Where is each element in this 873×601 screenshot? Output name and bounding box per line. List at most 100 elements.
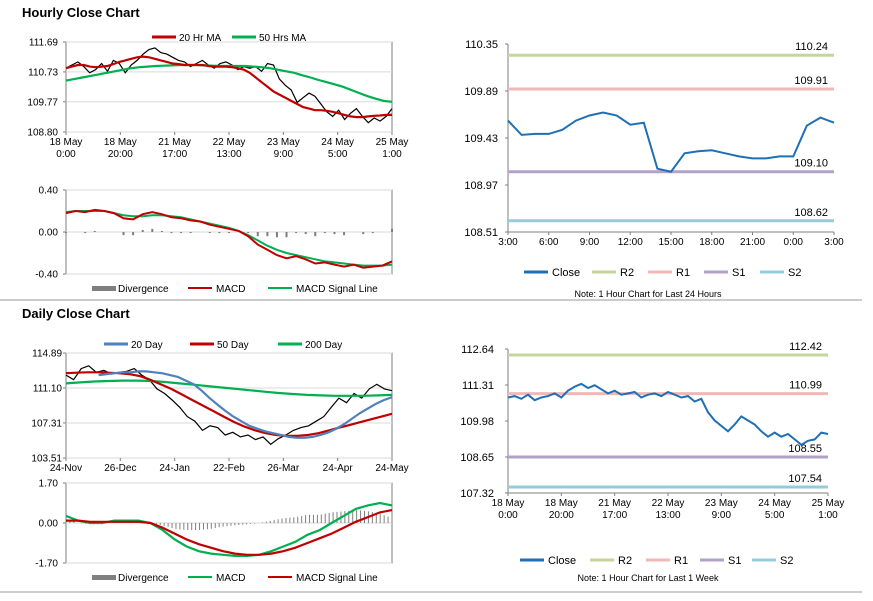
- x-tick-label: 18:00: [699, 237, 724, 248]
- y-tick-label: 108.65: [460, 452, 494, 464]
- y-tick-label: 110.73: [28, 67, 58, 78]
- macd-line: [65, 501, 393, 557]
- x-tick-label: 21 May: [598, 498, 631, 509]
- x-tick-label: 23 May: [267, 137, 300, 148]
- legend-swatch: [92, 286, 116, 291]
- x-tick-label: 18 May: [492, 498, 525, 509]
- legend-label: R1: [676, 267, 690, 279]
- legend-label: 50 Day: [217, 340, 249, 351]
- x-tick-label: 15:00: [658, 237, 683, 248]
- legend-label: S1: [728, 555, 741, 567]
- y-tick-label: -1.70: [35, 559, 58, 570]
- y-tick-label: 0.40: [39, 186, 59, 197]
- level-label-r2: 110.24: [795, 41, 828, 53]
- y-tick-label: 109.77: [27, 97, 58, 108]
- y-tick-label: 109.98: [460, 416, 494, 428]
- x-tick-label: 20:00: [108, 149, 133, 160]
- x-tick-label: 17:00: [602, 510, 627, 521]
- daily-macd-chart: -1.70 0.00 1.70 Divergence MACD MACD Signal L…: [35, 479, 393, 584]
- ma-200-line: [65, 379, 393, 397]
- level-label-r1: 109.91: [794, 75, 828, 87]
- x-tick-label: 12:00: [618, 237, 643, 248]
- close-line: [507, 111, 835, 173]
- legend-label: R2: [618, 555, 632, 567]
- x-tick-label: 3:00: [498, 237, 518, 248]
- x-tick-label: 24-Nov: [50, 463, 82, 474]
- y-tick-label: 110.35: [465, 39, 498, 51]
- daily-section-title: Daily Close Chart: [22, 306, 130, 321]
- x-tick-label: 24-Jan: [159, 463, 190, 474]
- legend-label: Divergence: [118, 573, 169, 584]
- x-tick-label: 21:00: [740, 237, 765, 248]
- ma-20-line: [98, 370, 393, 439]
- x-tick-label: 18 May: [104, 137, 137, 148]
- x-tick-label: 0:00: [56, 149, 76, 160]
- legend-label: 50 Hrs MA: [259, 33, 307, 44]
- close-line: [507, 382, 829, 447]
- legend-label: Close: [548, 555, 576, 567]
- x-tick-label: 25 May: [376, 137, 409, 148]
- x-tick-label: 1:00: [818, 510, 838, 521]
- x-tick-label: 6:00: [539, 237, 559, 248]
- x-tick-label: 20:00: [549, 510, 574, 521]
- daily-price-chart: 103.51 107.31 111.10 114.89 24-Nov 26-Dec 24-J…: [31, 340, 408, 474]
- hourly-section-title: Hourly Close Chart: [22, 5, 140, 20]
- y-tick-label: 111.31: [462, 380, 494, 392]
- x-tick-label: 1:00: [382, 149, 402, 160]
- level-label-s1: 108.55: [788, 443, 822, 455]
- x-tick-label: 26-Mar: [267, 463, 299, 474]
- y-tick-label: 109.89: [464, 86, 498, 98]
- level-label-r2: 112.42: [789, 341, 822, 353]
- x-tick-label: 21 May: [158, 137, 191, 148]
- x-tick-label: 5:00: [328, 149, 348, 160]
- x-tick-label: 5:00: [765, 510, 785, 521]
- macd-signal-line: [65, 210, 393, 267]
- legend-label: MACD: [216, 284, 245, 295]
- x-tick-label: 22 May: [213, 137, 246, 148]
- x-tick-label: 25 May: [812, 498, 845, 509]
- legend-swatch: [92, 575, 116, 580]
- x-tick-label: 22 May: [652, 498, 685, 509]
- legend-label: R2: [620, 267, 634, 279]
- x-tick-label: 3:00: [824, 237, 844, 248]
- y-tick-label: 111.69: [29, 38, 59, 49]
- x-tick-label: 24 May: [321, 137, 354, 148]
- x-tick-label: 24-May: [375, 463, 408, 474]
- y-tick-label: 103.51: [31, 454, 62, 465]
- y-tick-label: 108.51: [464, 227, 498, 239]
- legend-label: MACD Signal Line: [296, 284, 378, 295]
- legend-label: 20 Day: [131, 340, 163, 351]
- price-line: [65, 365, 393, 446]
- price-line: [65, 47, 393, 124]
- x-tick-label: 17:00: [162, 149, 187, 160]
- y-tick-label: 114.89: [32, 349, 62, 360]
- x-tick-label: 24-Apr: [323, 463, 354, 474]
- y-tick-label: 111.10: [33, 383, 63, 394]
- legend-label: S1: [732, 267, 745, 279]
- y-tick-label: 108.80: [27, 128, 58, 139]
- plot-frame: [65, 352, 393, 459]
- hourly-macd-chart: -0.40 0.00 0.40 Divergence MACD MACD Signal L…: [35, 186, 393, 295]
- y-tick-label: 1.70: [39, 479, 59, 490]
- level-label-s2: 107.54: [788, 473, 822, 485]
- x-tick-label: 18 May: [50, 137, 83, 148]
- chart-note: Note: 1 Hour Chart for Last 1 Week: [578, 573, 719, 583]
- x-tick-label: 23 May: [705, 498, 738, 509]
- legend-label: MACD: [216, 573, 245, 584]
- legend-label: MACD Signal Line: [296, 573, 378, 584]
- y-tick-label: 107.31: [31, 418, 62, 429]
- x-tick-label: 24 May: [758, 498, 791, 509]
- x-tick-label: 18 May: [545, 498, 578, 509]
- x-tick-label: 26-Dec: [104, 463, 136, 474]
- x-tick-label: 9:00: [712, 510, 732, 521]
- legend-label: Divergence: [118, 284, 169, 295]
- y-tick-label: 0.00: [39, 228, 59, 239]
- legend-label: 20 Hr MA: [179, 33, 222, 44]
- y-tick-label: 107.32: [460, 488, 494, 500]
- macd-signal-line: [66, 509, 393, 556]
- x-tick-label: 0:00: [498, 510, 518, 521]
- level-label-s2: 108.62: [794, 207, 828, 219]
- x-tick-label: 13:00: [655, 510, 680, 521]
